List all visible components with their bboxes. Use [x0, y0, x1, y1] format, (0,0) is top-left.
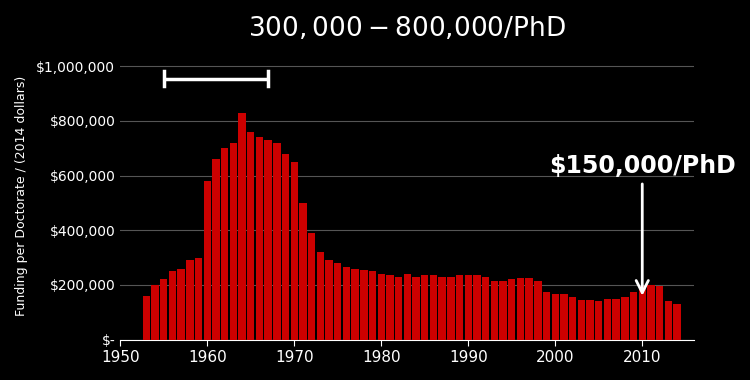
Bar — [282, 154, 290, 340]
Bar — [203, 181, 211, 340]
Bar — [439, 277, 446, 340]
Bar — [160, 279, 167, 340]
Bar — [500, 281, 507, 340]
Bar — [265, 140, 272, 340]
Bar — [404, 274, 411, 340]
Bar — [169, 271, 176, 340]
Bar — [247, 132, 254, 340]
Bar — [490, 281, 498, 340]
Bar — [560, 294, 568, 340]
Bar — [638, 286, 646, 340]
Bar — [152, 285, 159, 340]
Bar — [613, 299, 620, 340]
Bar — [290, 162, 298, 340]
Bar — [230, 143, 237, 340]
Text: $150,000/PhD: $150,000/PhD — [549, 154, 736, 293]
Bar — [326, 260, 333, 340]
Bar — [664, 301, 672, 340]
Bar — [142, 296, 150, 340]
Bar — [221, 148, 228, 340]
Bar — [604, 299, 611, 340]
Bar — [178, 269, 184, 340]
Bar — [430, 276, 437, 340]
Bar — [473, 276, 481, 340]
Title: $300,000-$800,000/PhD: $300,000-$800,000/PhD — [248, 15, 566, 42]
Bar — [299, 203, 307, 340]
Bar — [482, 277, 489, 340]
Bar — [517, 278, 524, 340]
Bar — [534, 281, 542, 340]
Bar — [569, 297, 576, 340]
Bar — [186, 260, 194, 340]
Bar — [369, 271, 376, 340]
Bar — [656, 286, 663, 340]
Bar — [647, 285, 655, 340]
Bar — [674, 304, 681, 340]
Bar — [447, 277, 454, 340]
Bar — [386, 276, 394, 340]
Bar — [334, 263, 341, 340]
Bar — [360, 270, 368, 340]
Bar — [586, 300, 594, 340]
Bar — [595, 301, 602, 340]
Bar — [413, 277, 420, 340]
Bar — [377, 274, 385, 340]
Bar — [238, 113, 246, 340]
Bar — [526, 278, 532, 340]
Bar — [421, 276, 428, 340]
Bar — [195, 258, 202, 340]
Bar — [456, 276, 464, 340]
Bar — [630, 292, 638, 340]
Bar — [308, 233, 315, 340]
Bar — [508, 279, 515, 340]
Bar — [621, 297, 628, 340]
Bar — [273, 143, 280, 340]
Bar — [316, 252, 324, 340]
Bar — [395, 277, 402, 340]
Y-axis label: Funding per Doctorate / (2014 dollars): Funding per Doctorate / (2014 dollars) — [15, 76, 28, 316]
Bar — [352, 269, 358, 340]
Bar — [578, 300, 585, 340]
Bar — [212, 159, 220, 340]
Bar — [343, 267, 350, 340]
Bar — [464, 276, 472, 340]
Bar — [256, 138, 263, 340]
Bar — [551, 294, 559, 340]
Bar — [543, 292, 550, 340]
